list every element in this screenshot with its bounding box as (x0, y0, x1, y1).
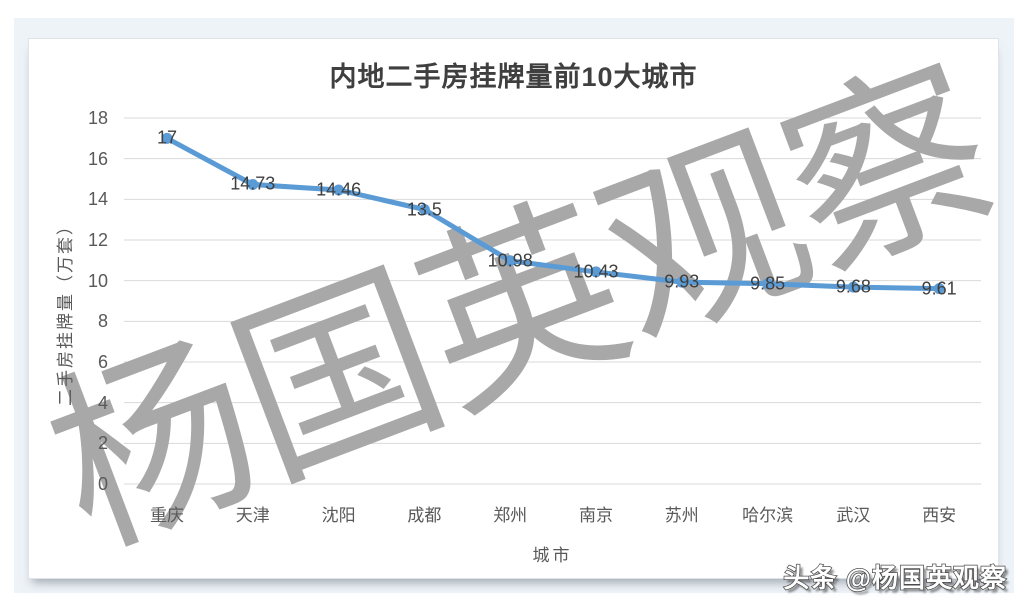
x-tick-label: 西安 (922, 506, 957, 525)
y-tick-label: 8 (97, 311, 108, 332)
series-line (164, 135, 942, 292)
data-label: 14.46 (316, 179, 362, 200)
data-point-marker (847, 281, 859, 293)
data-point-marker (333, 184, 345, 196)
y-tick-label: 18 (87, 108, 108, 128)
y-tick-label: 10 (87, 270, 108, 291)
chart-card: 内地二手房挂牌量前10大城市 杨国英观察 17 14.73 14.46 13.5 10.… (28, 38, 999, 579)
data-label: 13.5 (406, 199, 442, 219)
x-tick-label: 成都 (407, 506, 442, 525)
x-axis-title: 城市 (532, 546, 573, 565)
chart-title: 内地二手房挂牌量前10大城市 (329, 62, 698, 92)
data-label: 9.93 (664, 271, 700, 292)
chart-line-series (161, 132, 945, 295)
x-tick-label: 武汉 (836, 506, 871, 525)
x-tick-label: 天津 (235, 506, 270, 525)
data-label: 14.73 (230, 173, 276, 194)
x-tick-label: 哈尔滨 (742, 506, 794, 525)
x-tick-label: 郑州 (493, 506, 528, 525)
y-tick-label: 2 (97, 433, 108, 454)
data-point-marker (590, 266, 602, 278)
y-tick-label: 12 (87, 230, 108, 250)
data-label: 10.98 (487, 250, 533, 271)
data-point-marker (504, 255, 516, 267)
y-tick-label: 6 (97, 352, 108, 372)
data-label: 9.85 (750, 273, 786, 294)
y-axis-title: 二手房挂牌量（万套） (56, 216, 75, 406)
x-tick-label: 南京 (579, 506, 613, 525)
data-label: 9.61 (921, 278, 957, 299)
y-tick-label: 14 (87, 189, 108, 210)
x-tick-label: 苏州 (664, 506, 699, 525)
data-point-marker (933, 283, 945, 295)
data-point-marker (161, 132, 173, 144)
data-point-marker (762, 278, 774, 290)
data-point-marker (676, 276, 688, 288)
toutiao-watermark-badge: 头条 @杨国英观察 (783, 562, 1007, 594)
y-tick-label: 4 (97, 392, 108, 413)
y-tick-label: 0 (97, 474, 108, 494)
data-label: 10.43 (573, 261, 619, 282)
data-point-marker (247, 178, 259, 190)
data-label: 17 (156, 127, 178, 148)
data-label: 9.68 (835, 276, 871, 297)
x-tick-label: 沈阳 (321, 506, 356, 525)
y-tick-label: 16 (87, 148, 108, 169)
x-tick-label: 重庆 (150, 506, 184, 525)
data-point-marker (418, 204, 430, 215)
chart-gridlines (124, 117, 981, 485)
